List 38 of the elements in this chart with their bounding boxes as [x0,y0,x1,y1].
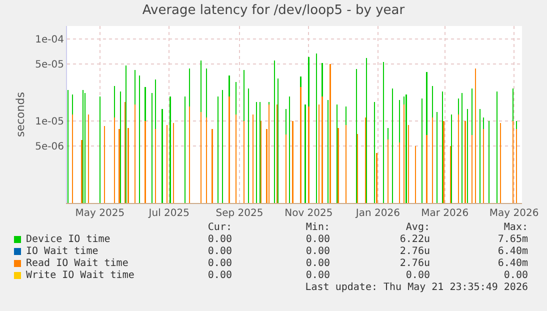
text: Max: [504,222,528,234]
text: Avg: [406,222,430,234]
text: 6.40m [498,258,528,270]
text: 0.00 [208,270,232,282]
x-tick-label: Jul 2025 [148,208,190,219]
text: 2.76u [400,246,430,258]
text: 0.00 [306,234,330,246]
text: 0.00 [504,270,528,282]
x-tick-label: Nov 2025 [284,208,333,219]
text: 0.00 [208,246,232,258]
text: 0.00 [208,258,232,270]
x-tick-label: May 2025 [75,208,125,219]
text: 6.22u [400,234,430,246]
legend-label: Device IO time [26,234,110,246]
y-tick-label: 1e-04 [35,34,64,46]
legend-label: Read IO Wait time [26,258,128,270]
x-tick-label: Sep 2025 [216,208,264,219]
x-tick-label: May 2026 [489,208,539,219]
text: 0.00 [306,270,330,282]
y-tick-label: 1e-05 [35,116,64,128]
x-tick-label: Mar 2026 [421,208,469,219]
legend-label: Write IO Wait time [26,270,134,282]
x-tick-label: Jan 2026 [354,208,400,219]
text: 7.65m [498,234,528,246]
text: 0.00 [208,234,232,246]
y-axis-title: seconds [14,92,27,137]
y-tick-label: 5e-06 [35,141,64,152]
legend-label: IO Wait time [26,246,98,258]
text: Last update: Thu May 21 23:35:49 2026 [305,282,528,294]
text: Cur: [208,222,232,234]
text: 0.00 [306,246,330,258]
text: 0.00 [306,258,330,270]
text: 6.40m [498,246,528,258]
text: Min: [306,222,330,234]
text: 2.76u [400,258,430,270]
chart-title: Average latency for /dev/loop5 - by year [142,2,406,18]
y-tick-label: 5e-05 [35,59,64,70]
text: 0.00 [406,270,430,282]
